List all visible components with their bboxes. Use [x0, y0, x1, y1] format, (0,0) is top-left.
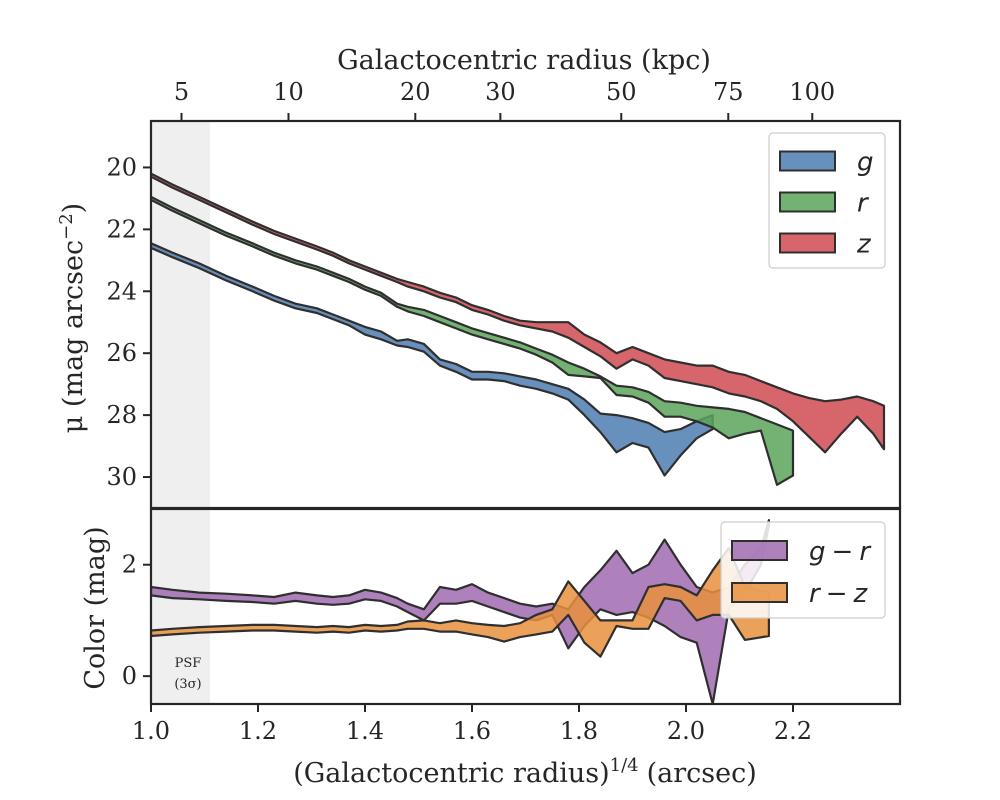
- bottom-legend: g − r r − z: [720, 521, 886, 619]
- top-x-tick-label: 100: [789, 78, 835, 106]
- x-tick-label: 1.2: [239, 717, 277, 745]
- top-x-tick-label: 10: [273, 78, 304, 106]
- psf-shade-top: [151, 121, 210, 508]
- top-secondary-x-ticks: 5 10 20 30 50 75 100: [174, 78, 835, 121]
- x-axis-label-main: (Galactocentric radius): [293, 758, 609, 789]
- band-r: [151, 195, 795, 486]
- y-tick-label: 24: [106, 277, 137, 305]
- band-g-r: [151, 518, 771, 704]
- y-tick-label: 26: [106, 339, 137, 367]
- bottom-y-ticks: 02: [122, 551, 151, 690]
- bottom-x-axis-label: (Galactocentric radius)1/4 (arcsec): [293, 755, 757, 789]
- legend-label-r-z: r − z: [809, 579, 869, 609]
- y-axis-label-exponent: −2: [56, 213, 77, 240]
- legend-swatch-r-z: [731, 582, 788, 603]
- legend-label-g-r: g − r: [809, 537, 872, 567]
- x-axis-label-exponent: 1/4: [610, 755, 639, 776]
- x-tick-label: 1.0: [132, 717, 170, 745]
- band-r-z: [151, 546, 771, 658]
- x-tick-label: 2.0: [667, 717, 705, 745]
- top-x-tick-label: 5: [174, 78, 189, 106]
- x-tick-label: 1.8: [560, 717, 598, 745]
- psf-label-line2: (3σ): [174, 677, 201, 692]
- legend-swatch-g: [779, 150, 836, 172]
- top-x-axis-label: Galactocentric radius (kpc): [337, 45, 711, 76]
- top-x-tick-label: 75: [713, 78, 744, 106]
- top-legend: grz: [768, 132, 886, 269]
- color-panel: 02 1.0 1.2 1.4 1.6 1.8 2.0 2.2 PSF (3σ) Color …: [80, 507, 902, 789]
- legend-swatch-g-r: [731, 540, 788, 561]
- legend-swatch-z: [779, 232, 836, 254]
- x-tick-label: 1.4: [346, 717, 384, 745]
- y-axis-label-close: ): [58, 203, 89, 214]
- bottom-y-axis-label: Color (mag): [80, 526, 111, 689]
- top-x-tick-label: 30: [485, 78, 516, 106]
- legend-label-r: r: [857, 189, 870, 219]
- top-x-tick-label: 20: [400, 78, 431, 106]
- y-tick-label: 2: [122, 551, 137, 579]
- y-tick-label: 20: [106, 153, 137, 181]
- x-tick-label: 1.6: [453, 717, 491, 745]
- y-tick-label: 0: [122, 662, 137, 690]
- surface-brightness-panel: 20 22 24 26 28 30 5 10 20 30 50 75 100 Galactocentr…: [56, 45, 902, 510]
- band-g: [151, 242, 714, 477]
- bottom-plot-frame: [149, 507, 902, 706]
- x-axis-label-unit: (arcsec): [647, 758, 757, 789]
- y-tick-label: 22: [106, 215, 137, 243]
- top-y-ticks: 20 22 24 26 28 30: [106, 153, 151, 491]
- psf-shade-bottom: [151, 509, 210, 704]
- legend-swatch-r: [779, 191, 836, 213]
- legend-label-g: g: [857, 148, 874, 178]
- top-x-tick-label: 50: [606, 78, 637, 106]
- top-series-group: [151, 172, 886, 486]
- band-z: [151, 172, 886, 454]
- x-tick-label: 2.2: [774, 717, 812, 745]
- y-tick-label: 28: [106, 401, 137, 429]
- top-y-axis-label: μ (mag arcsec−2): [56, 203, 89, 433]
- psf-label-line1: PSF: [175, 656, 202, 671]
- y-tick-label: 30: [106, 463, 137, 491]
- legend-label-z: z: [856, 230, 872, 260]
- bottom-x-ticks: 1.0 1.2 1.4 1.6 1.8 2.0 2.2: [132, 704, 812, 745]
- bottom-series-group: [151, 518, 771, 704]
- y-axis-label-main: μ (mag arcsec: [58, 240, 89, 433]
